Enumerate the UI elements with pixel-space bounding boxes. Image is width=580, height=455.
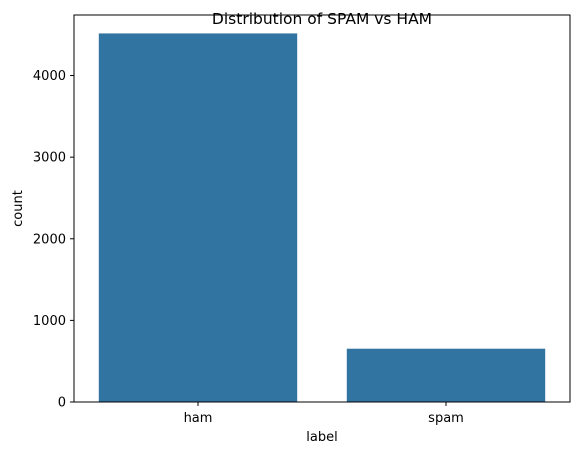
bars-group [98, 33, 546, 403]
y-tick-label-3000: 3000 [33, 151, 66, 166]
y-tick-label-4000: 4000 [33, 69, 66, 84]
y-axis-label: count [11, 190, 26, 227]
x-tick-label-spam: spam [428, 411, 464, 426]
y-axis: 0 1000 2000 3000 4000 [33, 69, 74, 411]
x-axis: ham spam [184, 402, 464, 426]
plot-frame [73, 14, 571, 403]
bar-ham [98, 33, 298, 403]
bar-spam [346, 348, 546, 402]
x-axis-label: label [306, 430, 337, 445]
y-tick-label-0: 0 [58, 396, 66, 411]
chart-title: Distribution of SPAM vs HAM [212, 10, 432, 28]
y-tick-label-2000: 2000 [33, 232, 66, 247]
y-tick-label-1000: 1000 [33, 314, 66, 329]
x-tick-label-ham: ham [184, 411, 213, 426]
